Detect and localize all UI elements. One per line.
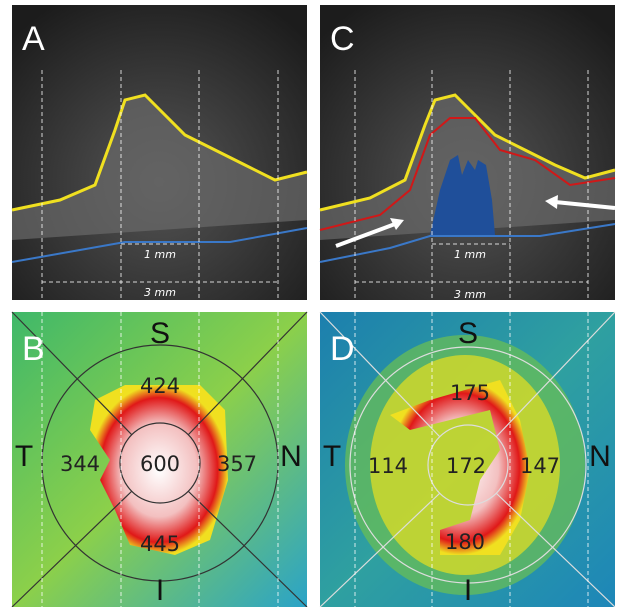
direction-label: S	[150, 317, 170, 350]
scale-label: 1 mm	[144, 248, 176, 261]
direction-label: T	[323, 440, 341, 473]
direction-label: I	[156, 574, 164, 607]
direction-label: N	[280, 440, 302, 473]
thickness-value: 344	[60, 452, 100, 476]
scale-label: 3 mm	[454, 288, 486, 301]
thickness-value: 172	[446, 454, 486, 478]
thickness-value: 424	[140, 374, 180, 398]
thickness-value: 600	[140, 452, 180, 476]
direction-label: S	[458, 317, 478, 350]
direction-label: I	[464, 574, 472, 607]
panel-d: S T N I 175 114 172 147 180 D	[320, 312, 615, 607]
panel-b: S T N I 424 344 600 357 445 B	[12, 312, 307, 607]
thickness-value: 445	[140, 532, 180, 556]
thickness-value: 175	[450, 381, 490, 405]
direction-label: N	[589, 440, 611, 473]
panel-label: B	[22, 330, 45, 368]
scale-label: 3 mm	[144, 286, 176, 299]
thickness-value: 147	[520, 454, 560, 478]
panel-c: 1 mm 3 mm C	[320, 5, 615, 301]
scale-label: 1 mm	[454, 248, 486, 261]
direction-label: T	[15, 440, 33, 473]
thickness-value: 114	[368, 454, 408, 478]
panel-label: C	[330, 20, 355, 58]
panel-a: 1 mm 3 mm A	[12, 5, 307, 300]
panel-label: A	[22, 20, 45, 58]
figure: 1 mm 3 mm A 1 mm 3 mm C	[0, 0, 617, 607]
thickness-value: 180	[445, 530, 485, 554]
thickness-value: 357	[217, 452, 257, 476]
panel-label: D	[330, 330, 355, 368]
